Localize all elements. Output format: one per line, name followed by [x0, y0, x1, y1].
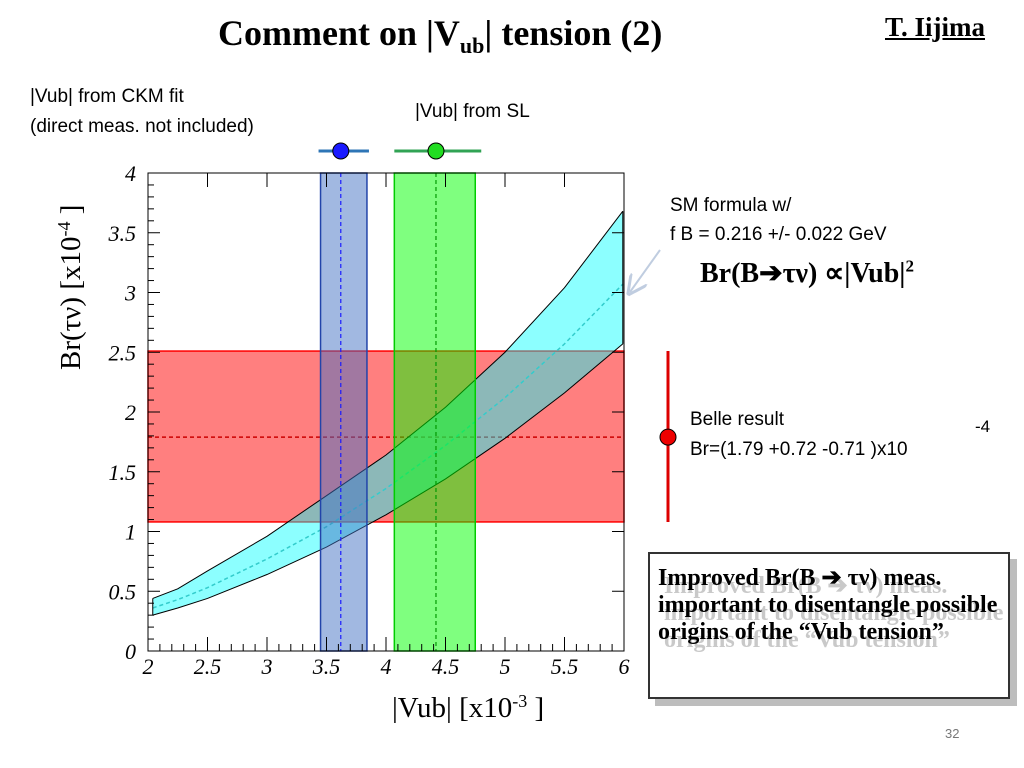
sm-prediction-band: [152, 211, 623, 616]
sm-curve-pointer-arrow: [630, 249, 661, 292]
sl-band: [393, 172, 476, 652]
ckm-fit-note-line1: |Vub| from CKM fit: [30, 86, 184, 107]
slide-title-sub: ub: [459, 33, 485, 59]
y-axis-label-main: Br(τν) [x10: [55, 237, 87, 371]
formula-exponent: 2: [905, 256, 914, 276]
x-axis-label-exponent: -3: [512, 691, 527, 711]
y-tick-label: 1.5: [109, 460, 137, 485]
ckm-fit-point: [332, 142, 350, 160]
x-axis-label-main: |Vub| [x10: [392, 692, 512, 724]
sm-formula-note-line2: f B = 0.216 +/- 0.022 GeV: [670, 224, 887, 245]
x-tick-label: 3.5: [312, 654, 341, 679]
sl-point: [427, 142, 445, 160]
belle-note-line2: Br=(1.79 +0.72 -0.71 )x10: [690, 439, 908, 460]
y-axis-label-end: ]: [55, 205, 87, 222]
y-tick-label: 4: [125, 161, 136, 186]
formula-main: Br(B➔τν) ∝|Vub|: [700, 258, 906, 289]
belle-note-line1: Belle result: [690, 409, 784, 430]
sm-formula-note-line1: SM formula w/: [670, 195, 792, 216]
proportionality-formula: Br(B➔τν) ∝|Vub|2: [700, 256, 914, 290]
x-tick-label: 5.5: [551, 654, 579, 679]
slide-title: Comment on |Vub| tension (2): [218, 12, 662, 59]
y-axis-label: Br(τν) [x10-4 ]: [54, 205, 87, 370]
x-tick-label: 4: [381, 654, 392, 679]
callout-box: [648, 552, 1010, 699]
belle-note-exponent: -4: [975, 417, 991, 436]
y-axis-label-exponent: -4: [54, 222, 74, 237]
slide-title-main: Comment on |V: [218, 13, 460, 53]
y-tick-label: 3.5: [108, 221, 137, 246]
y-tick-label: 1: [125, 520, 136, 545]
author-name: T. Iijima: [885, 12, 985, 42]
x-tick-label: 4.5: [432, 654, 460, 679]
callout-text-shadow: Improved Br(B ➔ τν) meas. important to d…: [664, 573, 1004, 653]
belle-point: [659, 428, 677, 446]
y-tick-label: 0: [125, 639, 136, 664]
callout-text: Improved Br(B ➔ τν) meas. important to d…: [658, 565, 998, 645]
ckm-fit-band: [319, 172, 368, 652]
y-tick-label: 0.5: [109, 579, 137, 604]
x-tick-label: 3: [261, 654, 273, 679]
sl-note: |Vub| from SL: [415, 101, 530, 122]
y-tick-label: 2.5: [109, 340, 137, 365]
x-axis-label-end: ]: [527, 692, 544, 724]
page-number: 32: [945, 726, 960, 741]
ckm-fit-note-line2: (direct meas. not included): [30, 116, 254, 137]
x-tick-label: 2: [143, 654, 154, 679]
x-axis-label: |Vub| [x10-3 ]: [392, 691, 544, 724]
x-tick-label: 5: [500, 654, 511, 679]
x-tick-label: 2.5: [194, 654, 222, 679]
x-tick-label: 6: [619, 654, 630, 679]
slide-title-rest: | tension (2): [484, 13, 663, 53]
y-tick-label: 2: [125, 400, 136, 425]
y-tick-label: 3: [124, 281, 136, 306]
